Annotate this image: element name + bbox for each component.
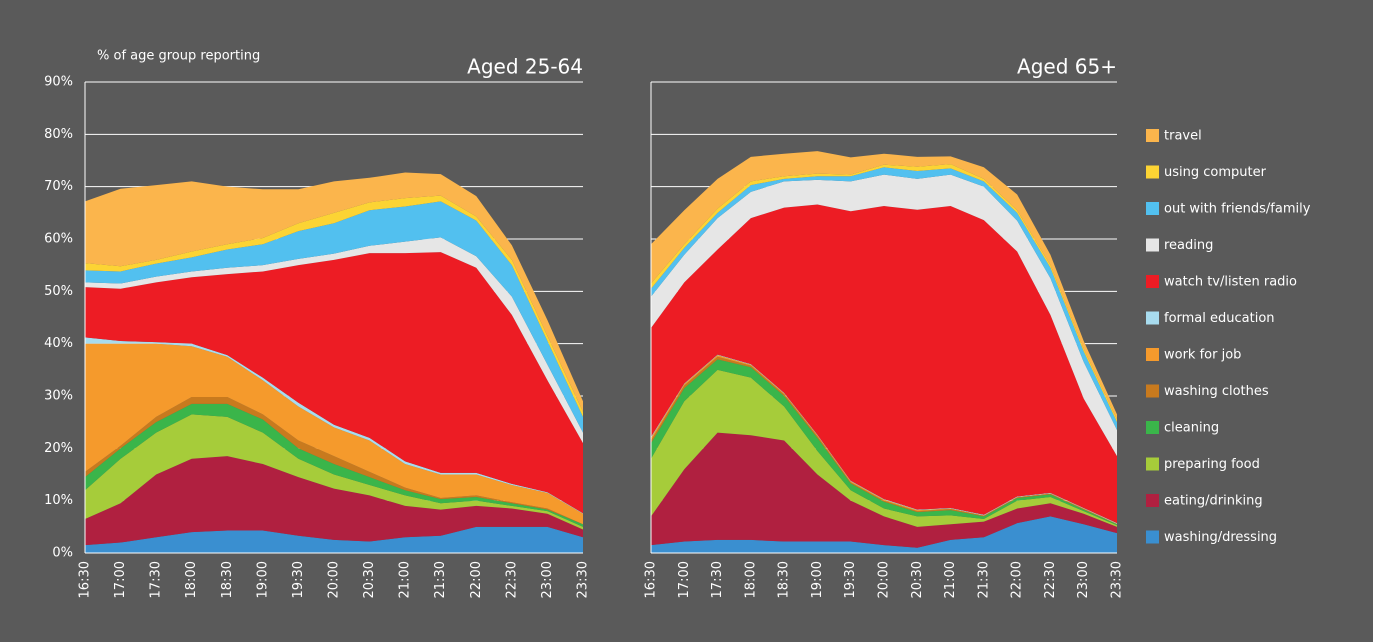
legend-label: travel bbox=[1164, 129, 1202, 144]
area: travel bbox=[85, 172, 583, 412]
x-tick-label: 17:30 bbox=[710, 561, 725, 598]
x-tick-label: 22:30 bbox=[1043, 561, 1058, 598]
y-tick-label: 50% bbox=[44, 284, 73, 299]
area: out with friends/family bbox=[85, 201, 583, 433]
x-tick-label: 20:00 bbox=[877, 561, 892, 598]
x-tick-label: 19:00 bbox=[255, 561, 270, 598]
x-tick-label: 20:30 bbox=[910, 561, 925, 598]
legend-label: using computer bbox=[1164, 165, 1267, 180]
panel-title: Aged 25-64 bbox=[467, 55, 583, 79]
y-tick-label: 80% bbox=[44, 127, 73, 142]
area: cleaning bbox=[85, 403, 583, 527]
y-axis-label: % of age group reporting bbox=[97, 49, 260, 64]
legend-label: watch tv/listen radio bbox=[1164, 275, 1297, 290]
y-tick-label: 30% bbox=[44, 389, 73, 404]
x-tick-label: 21:00 bbox=[398, 561, 413, 598]
y-tick-label: 90% bbox=[44, 75, 73, 90]
x-tick-label: 22:30 bbox=[504, 561, 519, 598]
legend-swatch bbox=[1146, 275, 1159, 288]
y-tick-label: 20% bbox=[44, 441, 73, 456]
x-tick-label: 16:30 bbox=[78, 561, 93, 598]
x-tick-label: 18:00 bbox=[184, 561, 199, 598]
x-tick-label: 17:00 bbox=[677, 561, 692, 598]
legend-label: out with friends/family bbox=[1164, 202, 1311, 217]
area: using computer bbox=[85, 195, 583, 417]
legend-label: cleaning bbox=[1164, 421, 1219, 436]
x-tick-label: 18:00 bbox=[743, 561, 758, 598]
y-tick-label: 60% bbox=[44, 232, 73, 247]
x-tick-label: 19:30 bbox=[291, 561, 306, 598]
x-tick-label: 18:30 bbox=[220, 561, 235, 598]
y-tick-label: 70% bbox=[44, 179, 73, 194]
legend-label: washing/dressing bbox=[1164, 530, 1277, 545]
legend-label: reading bbox=[1164, 238, 1213, 253]
area: eating/drinking bbox=[85, 456, 583, 546]
x-tick-label: 19:00 bbox=[810, 561, 825, 598]
legend-swatch bbox=[1146, 202, 1159, 215]
x-tick-label: 20:30 bbox=[362, 561, 377, 598]
area: eating/drinking bbox=[651, 432, 1117, 548]
x-tick-label: 21:00 bbox=[943, 561, 958, 598]
area: watch tv/listen radio bbox=[651, 204, 1117, 524]
legend-swatch bbox=[1146, 384, 1159, 398]
area: preparing food bbox=[651, 369, 1117, 527]
legend-label: work for job bbox=[1164, 348, 1241, 363]
y-tick-label: 0% bbox=[52, 546, 73, 561]
legend-swatch bbox=[1146, 238, 1159, 252]
x-tick-label: 19:30 bbox=[843, 561, 858, 598]
legend-swatch bbox=[1146, 421, 1159, 434]
legend-swatch bbox=[1146, 457, 1159, 471]
legend-label: eating/drinking bbox=[1164, 494, 1263, 509]
area: preparing food bbox=[85, 414, 583, 530]
x-tick-label: 18:30 bbox=[777, 561, 792, 598]
area: washing clothes bbox=[85, 397, 583, 525]
x-tick-label: 20:00 bbox=[327, 561, 342, 598]
legend-swatch bbox=[1146, 129, 1159, 142]
x-tick-label: 23:00 bbox=[1076, 561, 1091, 598]
panel-title: Aged 65+ bbox=[1017, 55, 1117, 79]
legend-swatch bbox=[1146, 165, 1159, 179]
x-tick-label: 16:30 bbox=[644, 561, 659, 598]
x-tick-label: 21:30 bbox=[976, 561, 991, 598]
x-tick-label: 22:00 bbox=[469, 561, 484, 598]
y-tick-label: 10% bbox=[44, 493, 73, 508]
legend-swatch bbox=[1146, 348, 1159, 361]
legend-swatch bbox=[1146, 311, 1159, 325]
area: washing/dressing bbox=[651, 516, 1117, 553]
legend-label: washing clothes bbox=[1164, 384, 1269, 399]
area: washing/dressing bbox=[85, 526, 583, 553]
area: work for job bbox=[85, 343, 583, 525]
x-tick-label: 21:30 bbox=[433, 561, 448, 598]
x-tick-label: 23:30 bbox=[576, 561, 591, 598]
legend-swatch bbox=[1146, 494, 1159, 507]
legend-label: preparing food bbox=[1164, 457, 1260, 472]
area: watch tv/listen radio bbox=[85, 252, 583, 514]
x-tick-label: 17:30 bbox=[149, 561, 164, 598]
y-tick-label: 40% bbox=[44, 336, 73, 351]
legend-swatch bbox=[1146, 530, 1159, 544]
legend-label: formal education bbox=[1164, 311, 1275, 326]
x-tick-label: 23:00 bbox=[540, 561, 555, 598]
x-tick-label: 17:00 bbox=[113, 561, 128, 598]
x-tick-label: 23:30 bbox=[1110, 561, 1125, 598]
x-tick-label: 22:00 bbox=[1010, 561, 1025, 598]
area: formal education bbox=[85, 337, 583, 514]
